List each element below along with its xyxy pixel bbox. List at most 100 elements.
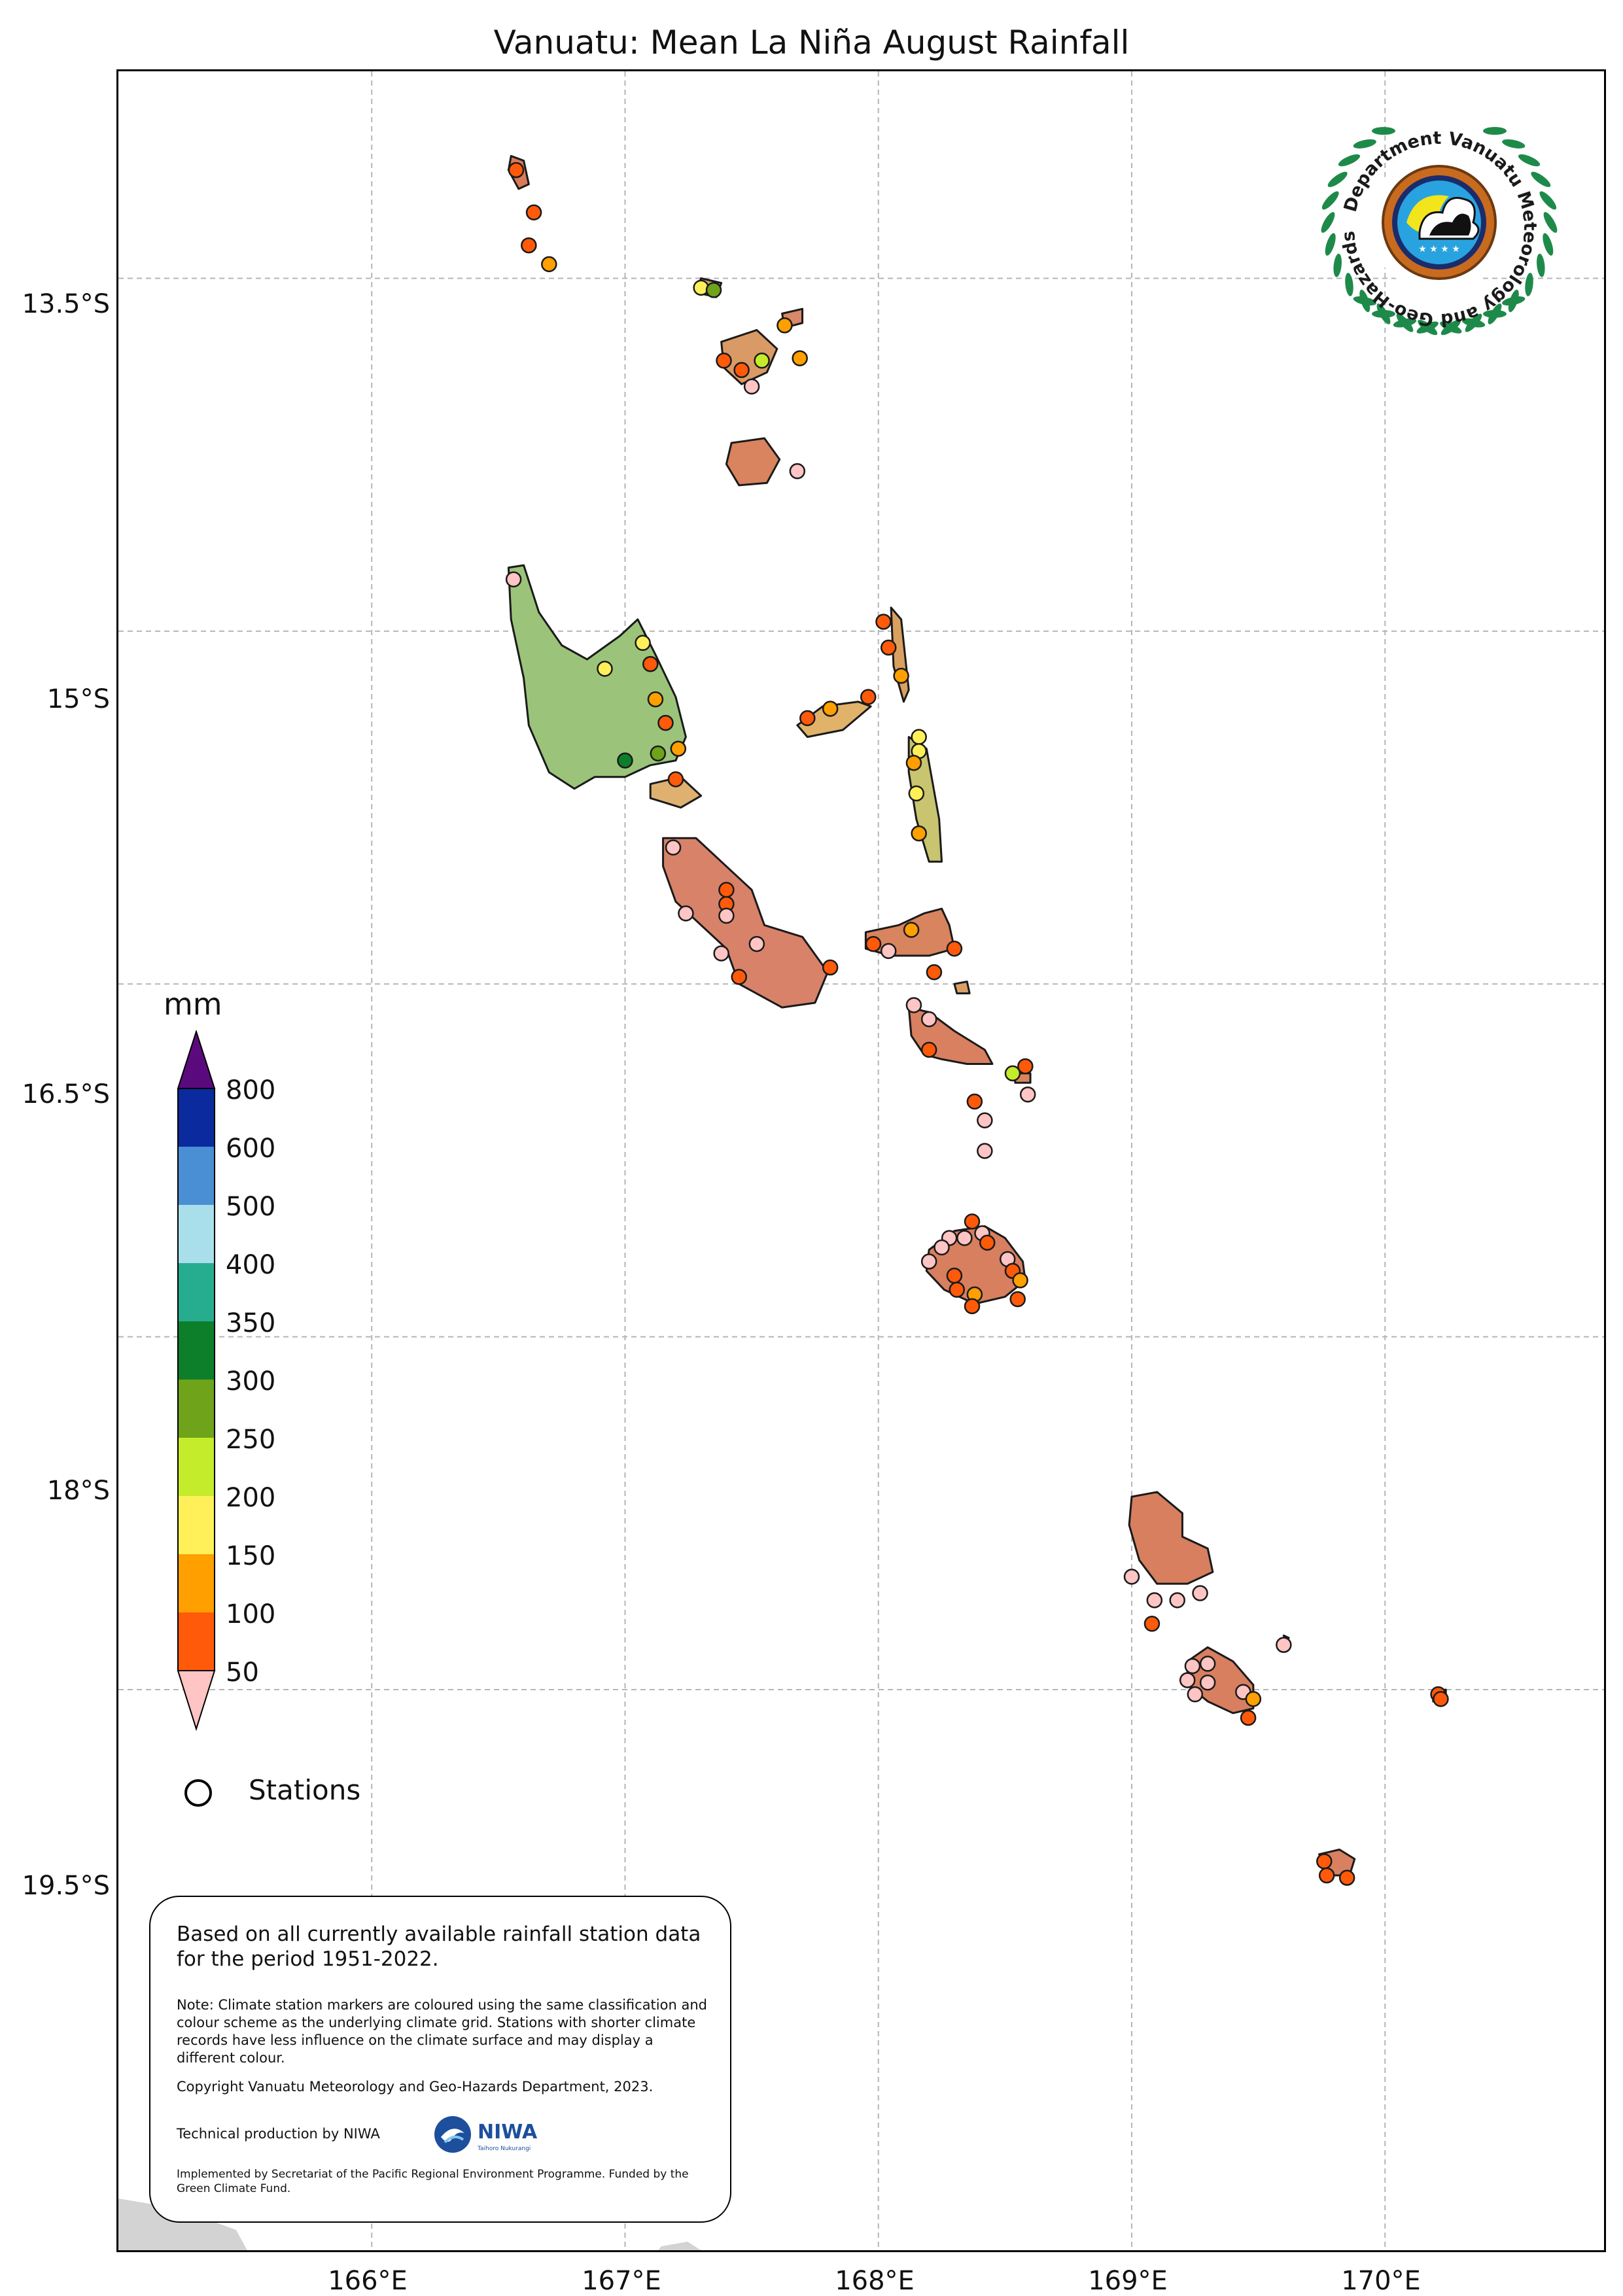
station-marker-63[interactable] [934, 1239, 950, 1256]
station-marker-54[interactable] [966, 1093, 983, 1110]
station-marker-90[interactable] [1318, 1867, 1335, 1884]
station-marker-67[interactable] [964, 1298, 981, 1315]
station-marker-59[interactable] [956, 1230, 973, 1246]
station-marker-16[interactable] [642, 655, 659, 672]
station-marker-18[interactable] [657, 714, 674, 731]
station-marker-52[interactable] [1004, 1065, 1021, 1082]
colorbar-segment-5 [178, 1321, 215, 1380]
station-marker-46[interactable] [946, 941, 963, 957]
station-marker-75[interactable] [1192, 1585, 1208, 1601]
legend-label-600: 600 [226, 1134, 276, 1164]
colorbar-frame [177, 1088, 215, 1671]
laurel-leaf-8 [1345, 273, 1353, 296]
station-marker-32[interactable] [908, 785, 925, 802]
station-marker-6[interactable] [777, 317, 793, 334]
station-marker-50[interactable] [920, 1041, 937, 1058]
station-marker-31[interactable] [905, 754, 922, 771]
colorbar-segment-7 [178, 1438, 215, 1496]
station-marker-15[interactable] [635, 635, 651, 652]
station-marker-14[interactable] [597, 661, 613, 677]
station-marker-39[interactable] [713, 945, 729, 962]
station-marker-33[interactable] [911, 825, 927, 842]
station-marker-88[interactable] [1316, 1853, 1333, 1870]
station-marker-65[interactable] [949, 1281, 966, 1298]
station-marker-64[interactable] [946, 1267, 963, 1284]
laurel-leaf-4 [1321, 191, 1339, 210]
station-marker-17[interactable] [647, 691, 664, 708]
station-marker-57[interactable] [964, 1213, 981, 1230]
station-marker-13[interactable] [505, 571, 522, 587]
station-marker-28[interactable] [893, 667, 909, 684]
station-marker-42[interactable] [822, 959, 839, 976]
map-canvas[interactable] [118, 71, 1606, 2252]
station-marker-53[interactable] [1019, 1086, 1036, 1103]
info-main-text: Based on all currently available rainfal… [177, 1922, 701, 1971]
laurel-leaf-33 [1353, 296, 1376, 305]
station-marker-24[interactable] [822, 701, 839, 717]
station-marker-49[interactable] [920, 1011, 937, 1028]
island-tanna [1186, 1646, 1255, 1714]
svg-text:★ ★ ★ ★: ★ ★ ★ ★ [1418, 244, 1460, 254]
station-marker-43[interactable] [903, 922, 920, 938]
station-marker-61[interactable] [979, 1234, 996, 1251]
station-marker-78[interactable] [1184, 1658, 1201, 1675]
station-marker-19[interactable] [670, 740, 687, 757]
map-frame[interactable] [116, 69, 1606, 2252]
station-marker-81[interactable] [1199, 1674, 1216, 1691]
station-marker-29[interactable] [911, 729, 927, 745]
station-marker-9[interactable] [754, 353, 770, 369]
station-marker-85[interactable] [1240, 1709, 1257, 1726]
station-marker-2[interactable] [521, 237, 537, 254]
station-marker-79[interactable] [1199, 1656, 1216, 1672]
colorbar-segment-6 [178, 1380, 215, 1438]
station-marker-37[interactable] [718, 907, 735, 924]
station-marker-35[interactable] [718, 882, 735, 898]
station-marker-27[interactable] [880, 639, 897, 656]
station-marker-8[interactable] [733, 362, 750, 378]
station-marker-84[interactable] [1245, 1691, 1262, 1707]
station-marker-5[interactable] [705, 282, 722, 298]
station-marker-21[interactable] [617, 752, 633, 769]
station-marker-77[interactable] [1276, 1637, 1292, 1653]
lon-label-166: 166°E [328, 2266, 408, 2296]
station-marker-82[interactable] [1187, 1686, 1204, 1703]
station-marker-80[interactable] [1179, 1672, 1196, 1688]
station-marker-87[interactable] [1433, 1691, 1449, 1707]
station-marker-38[interactable] [678, 905, 694, 922]
station-marker-55[interactable] [977, 1112, 993, 1129]
laurel-leaf-23 [1543, 233, 1554, 256]
station-marker-3[interactable] [541, 256, 557, 273]
station-marker-73[interactable] [1146, 1592, 1163, 1609]
station-marker-22[interactable] [667, 771, 684, 788]
legend-label-500: 500 [226, 1192, 276, 1222]
station-marker-51[interactable] [1017, 1058, 1034, 1075]
station-marker-20[interactable] [650, 745, 667, 762]
lon-label-170: 170°E [1341, 2266, 1421, 2296]
station-marker-0[interactable] [508, 162, 525, 179]
station-marker-10[interactable] [792, 350, 808, 366]
station-marker-45[interactable] [880, 943, 897, 960]
station-marker-48[interactable] [905, 997, 922, 1013]
station-marker-12[interactable] [789, 463, 806, 479]
niwa-logo: NIWA Taihoro Nukurangi [434, 2116, 538, 2153]
station-marker-41[interactable] [731, 969, 747, 985]
station-marker-44[interactable] [865, 935, 882, 952]
station-marker-76[interactable] [1143, 1616, 1161, 1632]
station-marker-89[interactable] [1338, 1870, 1355, 1886]
station-marker-26[interactable] [875, 614, 892, 630]
station-marker-23[interactable] [799, 710, 816, 727]
station-marker-70[interactable] [1012, 1272, 1028, 1289]
station-marker-71[interactable] [1009, 1291, 1026, 1308]
station-marker-72[interactable] [1123, 1569, 1140, 1585]
station-marker-47[interactable] [926, 964, 943, 981]
station-marker-1[interactable] [525, 204, 542, 221]
station-marker-11[interactable] [743, 378, 760, 395]
station-marker-25[interactable] [860, 689, 877, 705]
station-marker-56[interactable] [977, 1143, 993, 1159]
station-marker-40[interactable] [748, 935, 765, 952]
station-marker-62[interactable] [920, 1253, 937, 1270]
station-marker-74[interactable] [1169, 1592, 1185, 1609]
island-malakula [662, 837, 829, 1009]
station-marker-7[interactable] [716, 353, 732, 369]
station-marker-34[interactable] [665, 839, 682, 856]
